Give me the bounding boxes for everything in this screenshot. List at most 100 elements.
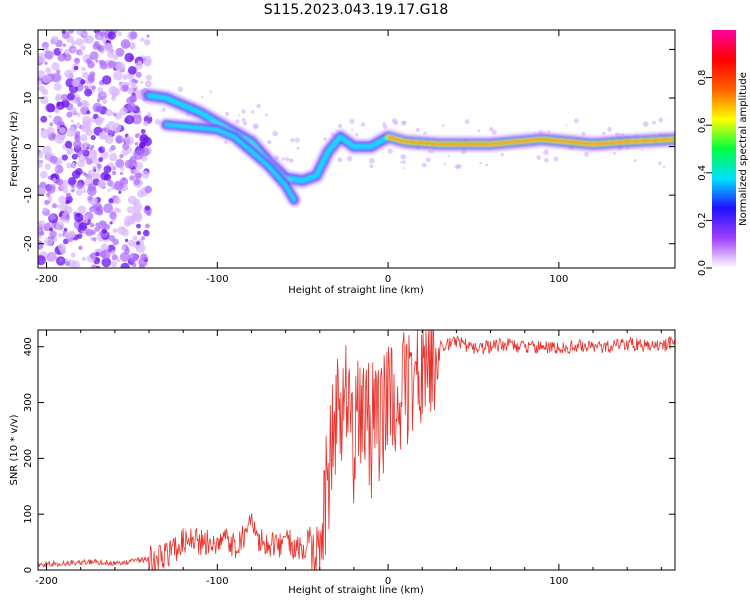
noise-speck [119,171,124,175]
noise-speck [54,134,65,144]
noise-speck [66,151,71,155]
noise-speck [56,160,61,165]
noise-speck [103,203,114,214]
noise-speck [86,158,93,165]
noise-speck [124,215,134,226]
noise-speck [641,149,644,152]
noise-speck [272,130,279,137]
noise-speck [49,122,54,127]
noise-speck [78,222,88,231]
noise-speck [59,258,63,262]
noise-speck [103,100,107,104]
noise-speck [161,107,166,112]
noise-speck [652,120,656,125]
noise-speck [59,48,64,52]
noise-speck [131,78,137,83]
noise-speck [45,67,52,74]
noise-speck [65,192,71,198]
noise-speck [61,154,69,161]
noise-speck [78,245,83,251]
noise-speck [131,114,142,125]
noise-speck [61,30,66,34]
noise-speck [81,123,91,133]
noise-speck [400,154,407,160]
noise-speck [40,95,49,105]
noise-speck [111,170,117,176]
noise-speck [64,260,70,267]
y-tick-label: 100 [23,505,34,524]
noise-speck [103,173,112,181]
noise-speck [146,211,152,217]
noise-speck [96,35,102,41]
noise-speck [90,134,96,141]
noise-speck [87,143,91,148]
y-tick-label: 200 [23,449,34,468]
noise-speck [224,111,229,116]
noise-speck [119,87,123,92]
noise-speck [63,48,71,55]
noise-speck [120,166,125,171]
noise-speck [401,120,407,126]
noise-speck [70,188,75,193]
colorbar-label: Normalized spectral amplitude [738,72,749,226]
x-tick-label: 100 [549,576,568,587]
noise-speck [642,121,649,128]
noise-speck [63,227,68,232]
y-tick-label: 0 [23,567,34,573]
noise-speck [56,69,61,74]
noise-speck [108,129,114,135]
noise-speck [58,232,63,238]
noise-speck [107,180,114,187]
colorbar-tick-label: 0.8 [697,70,708,86]
noise-speck [252,123,259,130]
noise-speck [89,51,99,61]
noise-speck [146,34,150,38]
noise-speck [127,75,132,80]
noise-speck [265,113,268,117]
x-tick-label: -100 [206,274,229,285]
noise-speck [109,221,113,225]
noise-speck [477,129,481,133]
noise-speck [612,151,616,155]
noise-speck [113,196,121,205]
y-tick-label: 400 [23,337,34,356]
noise-speck [135,71,142,78]
noise-speck [360,122,366,127]
noise-speck [109,152,118,162]
y-tick-label: -20 [23,236,34,252]
noise-speck [51,62,60,71]
ridge-branch [164,122,297,202]
noise-speck [62,43,67,47]
noise-speck [224,140,228,145]
snr-background [38,330,675,570]
noise-speck [73,57,81,64]
noise-speck [70,107,77,114]
noise-speck [56,178,64,186]
noise-speck [84,88,93,97]
noise-speck [130,44,136,50]
noise-speck [40,128,50,139]
noise-speck [60,93,69,102]
noise-speck [96,265,100,268]
snr-x-ticks: -200 -100 0 100 [35,330,662,587]
noise-speck [148,114,152,118]
noise-speck [111,254,118,261]
noise-speck [94,226,101,232]
noise-speck [121,148,129,156]
noise-speck [256,103,261,109]
noise-speck [296,146,300,150]
noise-speck [58,195,67,204]
noise-speck [115,158,125,168]
noise-speck [144,185,153,194]
noise-speck [55,108,60,114]
noise-speck [82,115,91,125]
noise-speck [107,31,116,40]
noise-speck [38,220,46,228]
noise-speck [68,30,75,34]
noise-speck [387,148,393,154]
noise-speck [71,170,81,179]
noise-speck [49,230,57,239]
noise-speck [124,238,129,243]
